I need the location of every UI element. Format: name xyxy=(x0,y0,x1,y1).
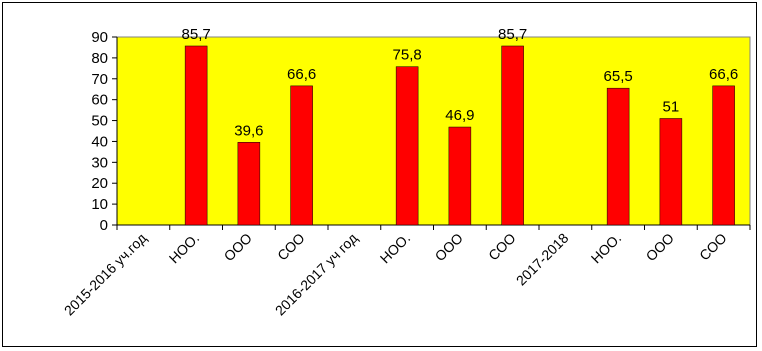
x-category-label: НОО. xyxy=(588,230,625,267)
y-tick-label: 50 xyxy=(91,113,108,130)
data-label: 65,5 xyxy=(604,68,633,85)
plot-area xyxy=(116,36,751,226)
data-label: 46,9 xyxy=(445,107,474,124)
bar xyxy=(290,85,313,226)
y-tick-label: 80 xyxy=(91,50,108,67)
y-tick-label: 20 xyxy=(91,175,108,192)
data-label: 39,6 xyxy=(234,122,263,139)
x-category-label: ООО xyxy=(432,230,466,264)
data-label: 66,6 xyxy=(287,66,316,83)
x-category-label: 2017-2018 xyxy=(513,230,572,289)
y-tick-label: 0 xyxy=(100,217,108,234)
data-label: 66,6 xyxy=(709,66,738,83)
x-category-label: ООО xyxy=(643,230,677,264)
data-label: 51 xyxy=(663,98,680,115)
x-category-label: СОО xyxy=(696,230,730,264)
bar xyxy=(237,142,261,226)
data-label: 85,7 xyxy=(498,26,527,43)
bar xyxy=(184,45,208,226)
bar xyxy=(606,87,630,226)
data-label: 75,8 xyxy=(393,47,422,64)
y-tick-label: 10 xyxy=(91,196,108,213)
bar xyxy=(659,118,683,226)
x-category-label: ООО xyxy=(221,230,255,264)
bar xyxy=(448,126,472,226)
bar xyxy=(395,66,419,226)
bar xyxy=(712,85,735,226)
y-tick-label: 70 xyxy=(91,71,108,88)
x-category-label: НОО. xyxy=(377,230,414,267)
x-category-label: СОО xyxy=(485,230,519,264)
y-tick-label: 60 xyxy=(91,92,108,109)
y-tick-label: 90 xyxy=(91,29,108,46)
x-category-label: СОО xyxy=(274,230,308,264)
data-label: 85,7 xyxy=(182,26,211,43)
bar xyxy=(501,45,524,226)
x-category-label: НОО. xyxy=(166,230,203,267)
y-tick-label: 30 xyxy=(91,154,108,171)
y-tick-label: 40 xyxy=(91,133,108,150)
x-category-label: 2015-2016 уч.год xyxy=(61,230,150,319)
